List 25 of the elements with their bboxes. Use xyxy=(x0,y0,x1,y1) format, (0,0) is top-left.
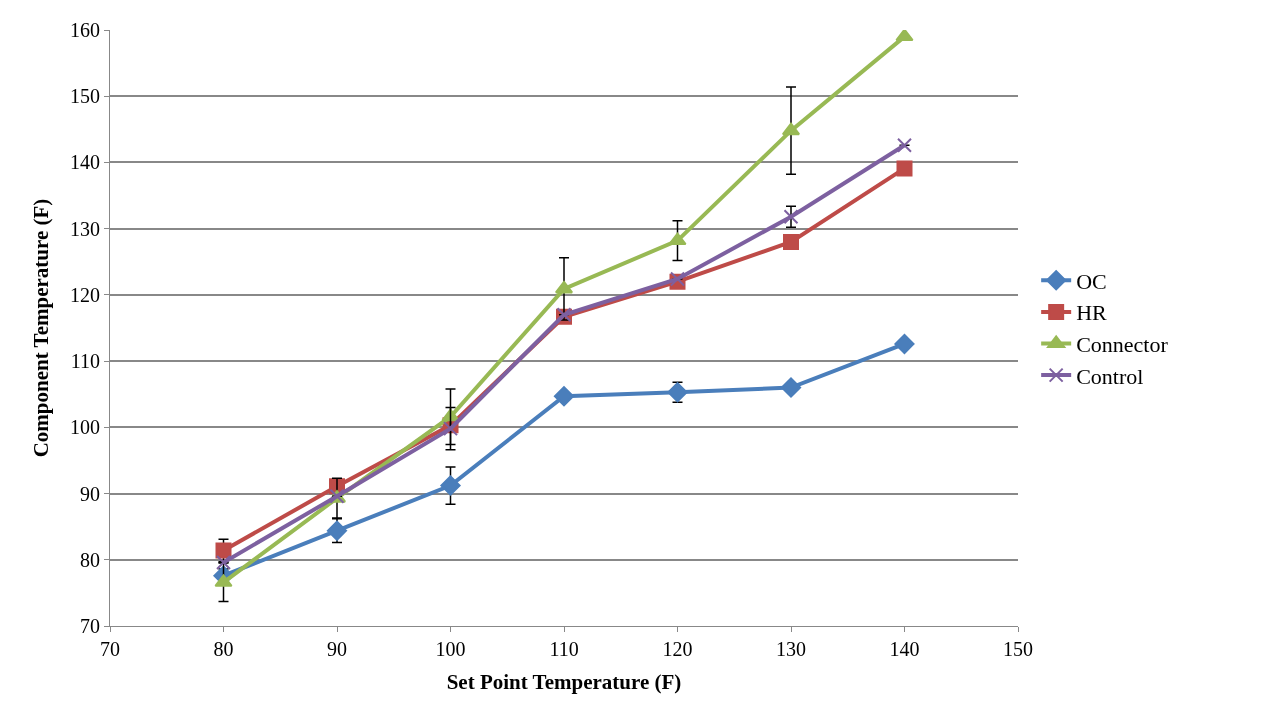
x-tick-label: 130 xyxy=(776,638,806,660)
legend-label: HR xyxy=(1076,300,1108,326)
y-tick-label: 110 xyxy=(70,350,100,373)
y-tick-label: 150 xyxy=(70,85,100,108)
x-tick-label: 70 xyxy=(100,638,120,660)
x-tick-label: 90 xyxy=(327,638,347,660)
y-tick-label: 90 xyxy=(80,482,100,505)
x-tick-label: 80 xyxy=(213,638,234,660)
x-tick-label: 100 xyxy=(435,638,466,660)
legend-label: OC xyxy=(1076,268,1107,294)
y-axis-title: Component Temperature (F) xyxy=(29,198,54,458)
y-tick-label: 140 xyxy=(70,151,100,174)
x-tick-label: 120 xyxy=(662,638,693,660)
y-tick-label: 120 xyxy=(70,283,100,306)
y-tick-label: 160 xyxy=(70,19,100,41)
y-tick-label: 100 xyxy=(70,416,100,439)
y-tick-label: 70 xyxy=(80,615,100,637)
legend-label: Connector xyxy=(1076,332,1169,358)
legend-label: Control xyxy=(1076,363,1144,389)
x-axis-title: Set Point Temperature (F) xyxy=(446,670,682,695)
y-tick-label: 130 xyxy=(70,217,100,240)
x-tick-label: 110 xyxy=(549,638,579,660)
y-tick-label: 80 xyxy=(80,548,100,571)
x-tick-label: 150 xyxy=(1003,638,1033,660)
x-tick-label: 140 xyxy=(889,638,920,660)
